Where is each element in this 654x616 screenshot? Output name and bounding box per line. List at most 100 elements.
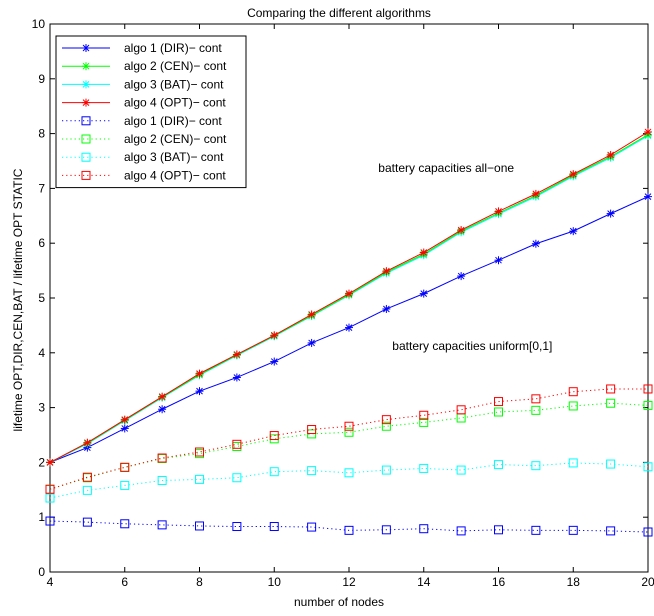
data-point (158, 392, 167, 401)
star-stroke (569, 170, 577, 178)
data-point (643, 384, 653, 394)
star-stroke (233, 374, 241, 381)
legend-marker (82, 62, 90, 71)
data-point (419, 524, 429, 534)
legend-item: algo 3 (BAT)− cont (62, 77, 224, 91)
data-point (457, 272, 466, 281)
star-stroke (82, 62, 90, 70)
y-tick-label: 9 (38, 72, 45, 86)
data-point (531, 239, 540, 248)
star-stroke (270, 331, 278, 339)
legend-item: algo 1 (DIR)− cont (62, 114, 222, 128)
legend-label: algo 4 (OPT)− cont (124, 96, 226, 110)
data-point (344, 427, 354, 437)
data-point (494, 407, 503, 417)
data-point (232, 373, 241, 382)
data-point (195, 369, 204, 378)
y-tick-label: 2 (38, 455, 45, 469)
data-point (307, 425, 317, 435)
data-point (82, 485, 92, 495)
star-stroke (46, 459, 54, 466)
y-tick-label: 7 (38, 181, 45, 195)
x-tick-label: 18 (567, 575, 581, 589)
series-8 (45, 384, 653, 494)
data-point (270, 331, 279, 340)
data-point (531, 405, 541, 415)
series-5 (45, 516, 653, 537)
star-stroke (532, 240, 540, 248)
data-point (494, 397, 503, 407)
data-point (494, 460, 503, 470)
data-point (344, 468, 354, 478)
data-point (82, 473, 92, 483)
y-tick-label: 5 (38, 291, 45, 305)
star-stroke (308, 311, 315, 318)
star-stroke (420, 290, 428, 297)
star-stroke (495, 256, 502, 264)
data-point (606, 384, 616, 394)
data-point (345, 323, 353, 332)
legend-item: algo 4 (OPT)− cont (62, 96, 226, 110)
data-point (195, 521, 204, 531)
data-point (643, 527, 653, 537)
data-point (232, 473, 242, 483)
data-point (456, 465, 466, 475)
chart-title: Comparing the different algorithms (247, 6, 431, 20)
data-point (45, 493, 55, 503)
y-tick-label: 6 (38, 236, 45, 250)
data-point (419, 289, 428, 298)
legend-label: algo 1 (DIR)− cont (124, 114, 222, 128)
legend-item: algo 4 (OPT)− cont (62, 168, 226, 182)
data-point (531, 525, 541, 535)
x-tick-label: 16 (492, 575, 506, 589)
data-point (606, 526, 616, 536)
data-point (382, 267, 391, 276)
star-stroke (383, 267, 390, 275)
data-point (307, 310, 316, 319)
data-point (307, 338, 316, 347)
series-4 (46, 127, 652, 467)
data-point (120, 480, 130, 490)
annotation-text: battery capacities all−one (378, 161, 514, 175)
star-stroke (158, 405, 166, 413)
data-point (195, 387, 204, 396)
data-point (269, 467, 279, 477)
data-point (569, 170, 578, 179)
data-point (568, 401, 578, 411)
data-point (195, 447, 204, 457)
data-point (644, 127, 652, 136)
data-point (344, 421, 354, 431)
star-stroke (607, 210, 614, 217)
star-stroke (644, 128, 652, 136)
data-point (644, 192, 652, 201)
data-point (45, 484, 55, 494)
x-tick-label: 10 (268, 575, 282, 589)
legend: algo 1 (DIR)− cont algo 2 (CEN)− cont algo… (55, 35, 247, 189)
star-stroke (270, 358, 278, 365)
star-stroke (196, 387, 203, 395)
y-tick-label: 1 (38, 510, 45, 524)
data-point (232, 350, 241, 359)
star-stroke (457, 272, 465, 280)
legend-label: algo 2 (CEN)− cont (124, 59, 227, 73)
star-stroke (82, 81, 90, 88)
data-point (531, 394, 541, 404)
legend-marker (81, 152, 91, 162)
star-stroke (495, 208, 502, 215)
data-point (494, 207, 503, 216)
data-point (46, 458, 54, 467)
y-tick-label: 0 (38, 565, 45, 579)
star-stroke (607, 151, 614, 159)
legend-item: algo 2 (CEN)− cont (62, 59, 227, 73)
data-point (531, 461, 541, 471)
data-point (120, 462, 130, 472)
data-point (270, 357, 279, 366)
data-point (269, 522, 279, 532)
data-point (381, 465, 391, 475)
data-point (606, 150, 615, 159)
data-point (419, 463, 429, 473)
data-point (307, 466, 317, 476)
data-point (381, 415, 391, 425)
data-point (83, 438, 92, 447)
